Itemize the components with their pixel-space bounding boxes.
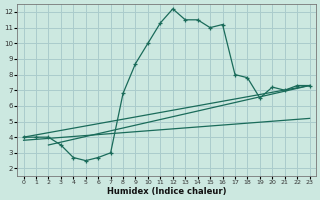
X-axis label: Humidex (Indice chaleur): Humidex (Indice chaleur) [107,187,226,196]
